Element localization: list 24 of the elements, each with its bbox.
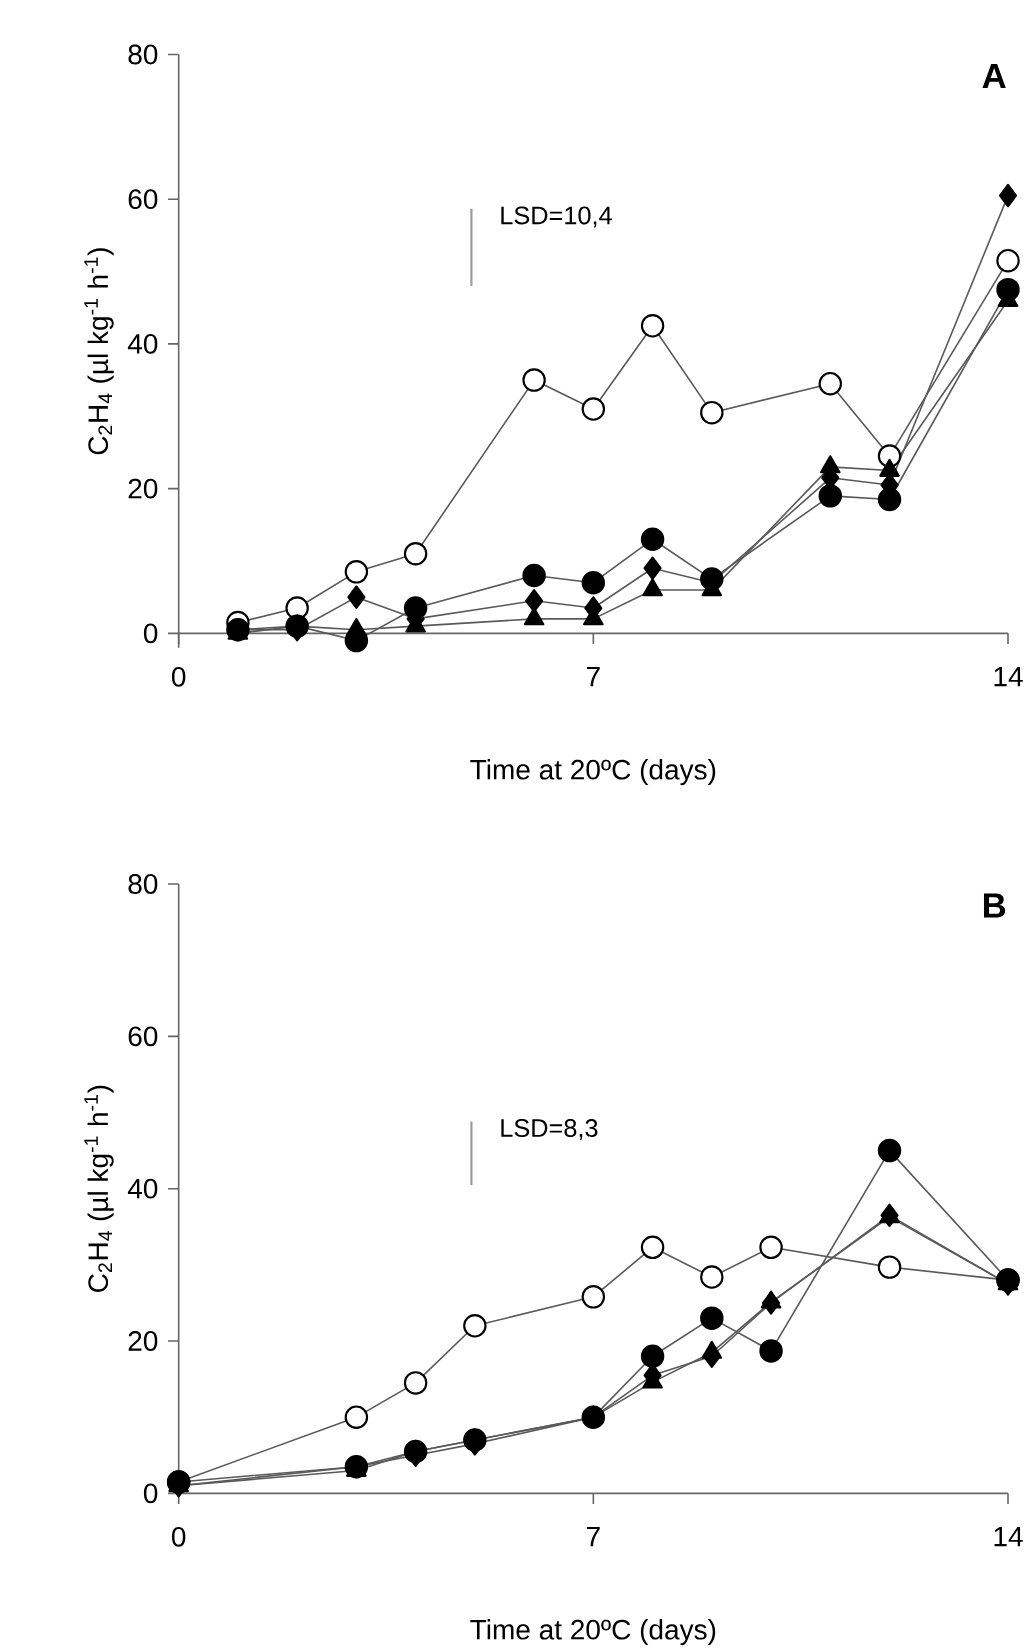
y-tick-label: 40 — [127, 334, 158, 354]
annotation: LSD=8,3 — [501, 1119, 598, 1140]
x-axis-title: Time at 20ºC (days) — [470, 759, 716, 786]
y-tick-label: 60 — [128, 189, 158, 210]
y-tick-label: 80 — [128, 44, 158, 65]
y-tick-label: 60 — [128, 1026, 158, 1047]
text: C$_{2}$H$_{4}$ (µl kg$^{-1}$ h$^{-1}$) — [84, 248, 114, 455]
y-tick-label: 0 — [143, 623, 158, 644]
x-tick-label: 7 — [586, 1526, 600, 1547]
chart-title: B — [983, 893, 1006, 918]
x-axis-title: Time at 20ºC (days) — [470, 1619, 716, 1646]
x-tick-label: 14 — [994, 1526, 1023, 1547]
x-tick-label: 0 — [171, 666, 186, 687]
x-tick-label: 0 — [171, 1526, 186, 1547]
y-tick-label: 20 — [128, 478, 158, 499]
y-tick-label: 20 — [128, 1331, 158, 1351]
x-tick-label: 7 — [586, 666, 600, 687]
y-tick-label: 80 — [128, 874, 158, 894]
y-tick-label: 40 — [127, 1178, 158, 1199]
x-tick-label: 14 — [994, 666, 1023, 687]
text: C$_{2}$H$_{4}$ (µl kg$^{-1}$ h$^{-1}$) — [84, 1085, 114, 1292]
y-tick-label: 0 — [143, 1483, 158, 1504]
annotation: LSD=10,4 — [501, 206, 612, 228]
chart-title: A — [982, 64, 1006, 88]
